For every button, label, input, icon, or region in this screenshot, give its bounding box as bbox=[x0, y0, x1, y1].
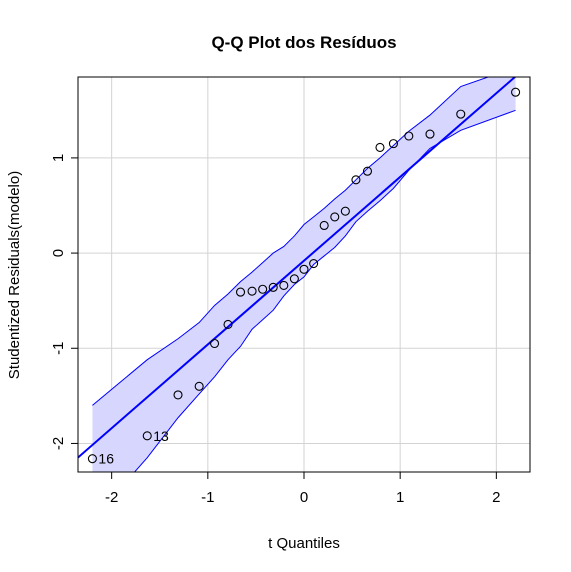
data-point bbox=[247, 286, 257, 296]
data-point bbox=[404, 131, 414, 141]
reference-line bbox=[78, 77, 517, 459]
data-point bbox=[87, 454, 97, 464]
x-tick-label: 1 bbox=[396, 489, 404, 506]
data-point bbox=[173, 390, 183, 400]
data-point bbox=[362, 166, 373, 176]
y-axis-ticks: -2 -1 0 1 bbox=[50, 154, 78, 450]
data-point bbox=[309, 259, 319, 269]
data-point bbox=[268, 282, 278, 292]
reference-line-layer bbox=[78, 77, 517, 459]
x-tick-label: -2 bbox=[105, 489, 118, 506]
envelope-lower-line bbox=[133, 109, 516, 472]
data-point bbox=[223, 319, 233, 330]
x-tick-label: -1 bbox=[201, 489, 214, 506]
y-tick-label: -2 bbox=[50, 437, 67, 450]
data-point bbox=[279, 280, 289, 290]
data-point bbox=[351, 175, 361, 185]
data-point bbox=[142, 431, 152, 441]
data-point bbox=[330, 212, 340, 222]
data-point bbox=[258, 284, 268, 294]
y-tick-label: 1 bbox=[50, 154, 67, 162]
x-axis-ticks: -2 -1 0 1 2 bbox=[105, 472, 501, 506]
chart-title: Q-Q Plot dos Resíduos bbox=[211, 33, 396, 52]
y-axis-label: Studentized Residuals(modelo) bbox=[6, 171, 23, 379]
data-point bbox=[388, 139, 398, 149]
envelope-upper-line bbox=[92, 77, 490, 406]
data-point bbox=[194, 381, 204, 391]
x-tick-label: 2 bbox=[492, 489, 500, 506]
data-point bbox=[375, 142, 385, 152]
x-tick-label: 0 bbox=[300, 489, 308, 506]
point-label: 16 bbox=[98, 451, 114, 467]
y-tick-label: -1 bbox=[50, 342, 67, 355]
data-point bbox=[235, 287, 246, 297]
data-point bbox=[319, 220, 329, 231]
confidence-envelope bbox=[92, 77, 516, 472]
data-point bbox=[289, 274, 299, 284]
y-tick-label: 0 bbox=[50, 249, 67, 257]
data-point bbox=[511, 87, 521, 97]
data-point bbox=[340, 206, 350, 216]
data-point bbox=[299, 264, 309, 274]
envelope-fill bbox=[92, 77, 516, 472]
data-point bbox=[425, 129, 435, 139]
data-point bbox=[210, 338, 220, 349]
x-axis-label: t Quantiles bbox=[268, 535, 340, 552]
data-point bbox=[456, 109, 466, 119]
point-label: 13 bbox=[153, 428, 169, 444]
